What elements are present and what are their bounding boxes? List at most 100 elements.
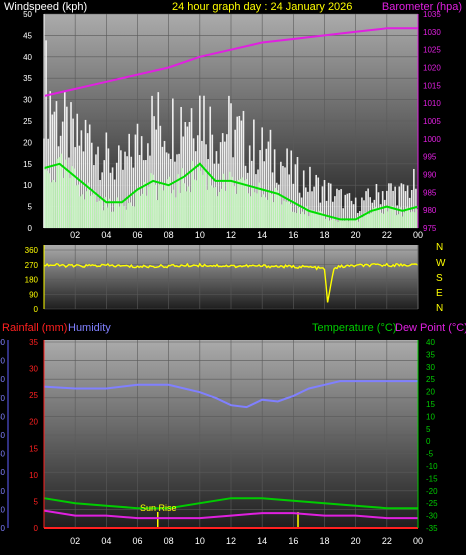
x-tick-label: 08: [164, 230, 174, 240]
barometer-tick-label: 1000: [423, 135, 441, 144]
windspeed-tick-label: 5: [28, 203, 33, 212]
humidity-legend: Humidity: [68, 322, 111, 334]
temperature-tick-label: 0: [426, 437, 431, 446]
humidity-tick-label: 90: [0, 357, 6, 366]
x-tick-label: 16: [288, 536, 298, 546]
humidity-tick-label: 100: [0, 338, 6, 347]
temperature-tick-label: 10: [426, 412, 435, 421]
x-tick-label: 22: [382, 230, 392, 240]
compass-label: E: [436, 288, 443, 299]
windspeed-tick-label: 40: [23, 53, 32, 62]
temperature-tick-label: -20: [426, 487, 438, 496]
direction-tick-label: 270: [25, 261, 39, 270]
temperature-tick-label: -25: [426, 499, 438, 508]
barometer-tick-label: 1005: [423, 117, 441, 126]
direction-tick-label: 360: [25, 246, 39, 255]
humidity-tick-label: 20: [0, 487, 6, 496]
windspeed-tick-label: 15: [23, 160, 32, 169]
x-tick-label: 02: [70, 536, 80, 546]
x-tick-label: 08: [164, 536, 174, 546]
temperature-tick-label: 35: [426, 350, 435, 359]
x-tick-label: 10: [195, 536, 205, 546]
graph-title: 24 hour graph day : 24 January 2026: [172, 1, 352, 13]
temperature-tick-label: 30: [426, 363, 435, 372]
windspeed-tick-label: 20: [23, 138, 32, 147]
rainfall-tick-label: 25: [29, 391, 38, 400]
temperature-tick-label: -10: [426, 462, 438, 471]
humidity-tick-label: 40: [0, 450, 6, 459]
barometer-tick-label: 975: [423, 224, 437, 233]
x-tick-label: 00: [413, 230, 423, 240]
windspeed-tick-label: 50: [23, 10, 32, 19]
wind-direction-line: [43, 262, 419, 303]
humidity-tick-label: 10: [0, 505, 6, 514]
compass-label: N: [436, 303, 443, 314]
barometer-tick-label: 1010: [423, 99, 441, 108]
temperature-tick-label: -35: [426, 524, 438, 533]
x-tick-label: 04: [101, 536, 111, 546]
x-tick-label: 02: [70, 230, 80, 240]
dewpoint-legend: Dew Point (°C): [395, 322, 466, 334]
x-tick-label: 12: [226, 230, 236, 240]
barometer-tick-label: 1015: [423, 81, 441, 90]
barometer-axis-label: Barometer (hpa): [382, 1, 462, 13]
barometer-tick-label: 990: [423, 171, 437, 180]
humidity-tick-label: 30: [0, 468, 6, 477]
x-tick-label: 14: [257, 536, 267, 546]
barometer-tick-label: 985: [423, 188, 437, 197]
temperature-tick-label: 15: [426, 400, 435, 409]
humidity-tick-label: 0: [1, 524, 6, 533]
windspeed-tick-label: 0: [28, 224, 33, 233]
rainfall-tick-label: 5: [34, 497, 39, 506]
compass-label: W: [436, 258, 446, 269]
windspeed-axis-label: Windspeed (kph): [4, 1, 87, 13]
x-tick-label: 04: [101, 230, 111, 240]
barometer-tick-label: 980: [423, 206, 437, 215]
rainfall-tick-label: 20: [29, 418, 38, 427]
barometer-tick-label: 1030: [423, 28, 441, 37]
temperature-tick-label: 40: [426, 338, 435, 347]
temperature-line: [43, 497, 418, 510]
x-tick-label: 18: [319, 230, 329, 240]
humidity-tick-label: 70: [0, 394, 6, 403]
rainfall-tick-label: 15: [29, 444, 38, 453]
rainfall-tick-label: 10: [29, 471, 38, 480]
humidity-tick-label: 50: [0, 431, 6, 440]
humidity-tick-label: 60: [0, 412, 6, 421]
windspeed-tick-label: 30: [23, 96, 32, 105]
x-tick-label: 12: [226, 536, 236, 546]
temperature-tick-label: -15: [426, 474, 438, 483]
x-tick-label: 16: [288, 230, 298, 240]
x-tick-label: 18: [319, 536, 329, 546]
rainfall-tick-label: 0: [34, 524, 39, 533]
temperature-tick-label: 5: [426, 425, 431, 434]
direction-tick-label: 90: [29, 290, 38, 299]
temperature-tick-label: 25: [426, 375, 435, 384]
temperature-legend: Temperature (°C): [312, 322, 396, 334]
x-tick-label: 22: [382, 536, 392, 546]
windspeed-tick-label: 35: [23, 74, 32, 83]
windspeed-tick-label: 25: [23, 117, 32, 126]
temperature-tick-label: -30: [426, 512, 438, 521]
temperature-tick-label: -5: [426, 450, 434, 459]
dewpoint-line: [43, 509, 418, 520]
windspeed-tick-label: 10: [23, 181, 32, 190]
x-tick-label: 06: [132, 536, 142, 546]
direction-tick-label: 180: [25, 276, 39, 285]
direction-tick-label: 0: [34, 305, 39, 314]
x-tick-label: 06: [132, 230, 142, 240]
rainfall-tick-label: 35: [29, 338, 38, 347]
compass-label: S: [436, 273, 443, 284]
sunrise-annotation: Sun Rise: [140, 503, 177, 513]
x-tick-label: 20: [351, 230, 361, 240]
barometer-tick-label: 1035: [423, 10, 441, 19]
barometer-tick-label: 1020: [423, 64, 441, 73]
x-tick-label: 00: [413, 536, 423, 546]
wind-average-line: [43, 162, 419, 221]
barometer-tick-label: 995: [423, 153, 437, 162]
windspeed-tick-label: 45: [23, 31, 32, 40]
